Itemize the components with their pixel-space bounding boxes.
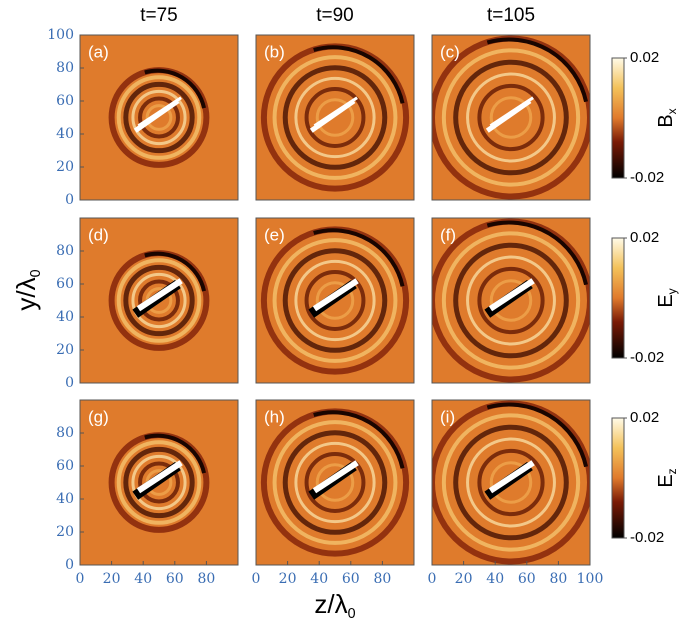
panel-frame	[79, 399, 239, 566]
x-tick-label: 60	[342, 571, 360, 587]
y-tick-label: 60	[56, 93, 74, 109]
x-tick-label: 80	[549, 571, 567, 587]
colorbar-tick-label: 0.02	[630, 409, 659, 426]
colorbar: -0.02 0.02 Ez	[611, 409, 679, 546]
x-tick-label: 80	[373, 571, 391, 587]
panel-label: (h)	[264, 407, 285, 426]
colorbar-scale	[611, 237, 625, 359]
panel: (f)	[431, 217, 591, 384]
panel-frame	[79, 217, 239, 384]
panel-frame	[255, 399, 415, 566]
colorbar: -0.02 0.02 Ey	[611, 229, 679, 366]
colorbar-tick-label: -0.02	[630, 349, 664, 366]
colorbar-label: Bx	[655, 108, 679, 127]
panel-frame	[255, 34, 415, 201]
panel: (a) 0 20 40 60 80 100	[47, 27, 239, 208]
colorbar-scale	[611, 57, 625, 179]
colorbar-tick-label: -0.02	[630, 169, 664, 186]
y-tick-label: 40	[56, 491, 74, 507]
y-tick-label: 80	[56, 60, 74, 76]
y-tick-label: 20	[56, 159, 74, 175]
y-tick-label: 40	[56, 309, 74, 325]
colorbar-label: Ey	[655, 288, 679, 307]
panel-frame	[79, 34, 239, 201]
field-image	[80, 218, 238, 383]
y-tick-label: 0	[65, 192, 74, 208]
field-image	[432, 35, 590, 200]
field-image	[432, 400, 590, 565]
x-tick-label: 20	[279, 571, 297, 587]
x-tick-label: 80	[197, 571, 215, 587]
panel: (g) 0 20 40 60 80 0 20 40 60 80	[56, 399, 239, 587]
column-title: t=105	[487, 5, 535, 26]
y-tick-label: 0	[65, 557, 74, 573]
field-image	[432, 218, 590, 383]
field-image	[256, 35, 414, 200]
panel-frame	[431, 217, 591, 384]
panel-label: (g)	[88, 407, 109, 426]
field-image	[80, 400, 238, 565]
panel-frame	[431, 399, 591, 566]
y-tick-label: 60	[56, 276, 74, 292]
panel-frame	[431, 34, 591, 201]
colorbar-tick-label: -0.02	[630, 529, 664, 546]
x-tick-label: 0	[76, 571, 85, 587]
panel-label: (d)	[88, 225, 109, 244]
y-tick-label: 0	[65, 375, 74, 391]
y-axis-label: y/λ0	[11, 269, 44, 310]
x-tick-label: 0	[252, 571, 261, 587]
panel-label: (e)	[264, 225, 285, 244]
y-tick-label: 40	[56, 126, 74, 142]
x-tick-label: 40	[310, 571, 328, 587]
field-image	[80, 35, 238, 200]
y-tick-label: 100	[47, 27, 74, 43]
panel: (d) 0 20 40 60 80	[56, 217, 239, 391]
column-title: t=90	[316, 5, 354, 26]
panel: (c)	[431, 34, 591, 201]
colorbar: -0.02 0.02 Bx	[611, 49, 679, 186]
panel-frame	[255, 217, 415, 384]
x-axis-label: z/λ0	[314, 589, 355, 622]
panel: (h) 0 20 40 60 80	[252, 399, 415, 587]
field-image	[256, 400, 414, 565]
panel-label: (i)	[440, 407, 455, 426]
x-tick-label: 60	[166, 571, 184, 587]
panel-label: (b)	[264, 42, 285, 61]
x-tick-label: 20	[455, 571, 473, 587]
y-tick-label: 20	[56, 524, 74, 540]
x-tick-label: 20	[103, 571, 121, 587]
colorbar-label: Ez	[655, 468, 679, 487]
panel-label: (c)	[440, 42, 460, 61]
x-tick-label: 60	[518, 571, 536, 587]
panel: (b)	[255, 34, 415, 201]
colorbar-tick-label: 0.02	[630, 49, 659, 66]
x-tick-label: 40	[134, 571, 152, 587]
x-tick-label: 0	[428, 571, 437, 587]
y-tick-label: 80	[56, 425, 74, 441]
y-tick-label: 60	[56, 458, 74, 474]
field-image	[256, 218, 414, 383]
panel-label: (f)	[440, 225, 456, 244]
column-title: t=75	[140, 5, 178, 26]
panel: (e)	[255, 217, 415, 384]
y-tick-label: 80	[56, 243, 74, 259]
panel-label: (a)	[88, 42, 109, 61]
colorbar-tick-label: 0.02	[630, 229, 659, 246]
x-tick-label: 40	[486, 571, 504, 587]
y-tick-label: 20	[56, 342, 74, 358]
x-tick-label: 100	[577, 571, 604, 587]
panel: (i) 0 20 40 60 80 100	[428, 399, 604, 587]
colorbar-scale	[611, 417, 625, 539]
